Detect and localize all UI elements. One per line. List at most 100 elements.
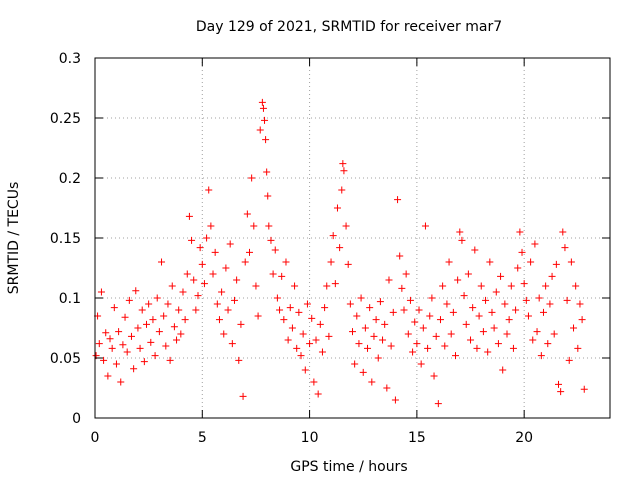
data-point xyxy=(557,388,565,396)
data-point xyxy=(482,296,490,304)
data-point xyxy=(132,287,140,295)
data-point xyxy=(100,356,108,364)
data-point xyxy=(166,356,174,364)
data-point xyxy=(276,306,284,314)
y-axis-label: SRMTID / TECUs xyxy=(6,182,22,295)
data-point xyxy=(426,312,434,320)
data-point xyxy=(490,324,498,332)
data-point xyxy=(383,384,391,392)
data-point xyxy=(177,330,185,338)
data-point xyxy=(301,366,309,374)
data-point xyxy=(475,312,483,320)
data-point xyxy=(359,368,367,376)
data-point xyxy=(505,316,513,324)
data-point xyxy=(271,246,279,254)
data-point xyxy=(488,308,496,316)
data-point xyxy=(147,338,155,346)
data-point xyxy=(484,348,492,356)
data-point xyxy=(273,294,281,302)
data-point xyxy=(486,258,494,266)
x-tick-label: 0 xyxy=(91,430,100,446)
data-point xyxy=(325,332,333,340)
data-point xyxy=(119,341,127,349)
data-point xyxy=(409,348,417,356)
data-point xyxy=(464,270,472,278)
data-point xyxy=(263,168,271,176)
data-point xyxy=(218,288,226,296)
data-point xyxy=(385,276,393,284)
data-point xyxy=(479,328,487,336)
data-point xyxy=(364,344,372,352)
data-point xyxy=(95,340,103,348)
data-point xyxy=(312,336,320,344)
data-point xyxy=(175,306,183,314)
data-point xyxy=(527,258,535,266)
data-point xyxy=(226,240,234,248)
data-point xyxy=(155,328,163,336)
data-point xyxy=(353,312,361,320)
data-point xyxy=(130,365,138,373)
data-point xyxy=(494,340,502,348)
data-point xyxy=(181,316,189,324)
data-point xyxy=(477,282,485,290)
data-point xyxy=(207,222,215,230)
chart-title: Day 129 of 2021, SRMTID for receiver mar… xyxy=(196,19,502,35)
data-point xyxy=(501,300,509,308)
data-point xyxy=(503,330,511,338)
data-point xyxy=(578,316,586,324)
data-point xyxy=(190,276,198,284)
data-point xyxy=(200,280,208,288)
data-point xyxy=(179,288,187,296)
data-point xyxy=(278,272,286,280)
data-points xyxy=(92,98,588,408)
data-point xyxy=(537,352,545,360)
data-point xyxy=(102,329,110,337)
data-point xyxy=(235,356,243,364)
data-point xyxy=(134,324,142,332)
y-tick-label: 0 xyxy=(72,411,81,427)
y-tick-labels: 0 0.05 0.1 0.15 0.2 0.25 0.3 xyxy=(50,51,81,427)
data-point xyxy=(404,330,412,338)
data-point xyxy=(203,234,211,242)
data-point xyxy=(516,228,524,236)
data-point xyxy=(164,300,172,308)
data-point xyxy=(145,300,153,308)
data-point xyxy=(125,296,133,304)
data-point xyxy=(286,304,294,312)
data-point xyxy=(185,212,193,220)
data-point xyxy=(256,126,264,134)
data-point xyxy=(104,372,112,380)
data-point xyxy=(110,304,118,312)
data-point xyxy=(533,328,541,336)
data-point xyxy=(196,244,204,252)
data-point xyxy=(342,222,350,230)
data-point xyxy=(469,304,477,312)
data-point xyxy=(561,244,569,252)
data-point xyxy=(368,378,376,386)
data-point xyxy=(211,248,219,256)
data-point xyxy=(205,186,213,194)
data-point xyxy=(492,288,500,296)
data-point xyxy=(387,342,395,350)
data-point xyxy=(570,324,578,332)
x-tick-labels: 0 5 10 15 20 xyxy=(91,430,534,446)
data-point xyxy=(344,260,352,268)
data-point xyxy=(158,258,166,266)
data-point xyxy=(192,306,200,314)
data-point xyxy=(115,328,123,336)
data-point xyxy=(138,306,146,314)
data-point xyxy=(173,336,181,344)
data-point xyxy=(499,366,507,374)
data-point xyxy=(361,324,369,332)
data-point xyxy=(567,258,575,266)
data-point xyxy=(366,304,374,312)
data-point xyxy=(323,282,331,290)
data-point xyxy=(524,312,532,320)
data-point xyxy=(432,332,440,340)
data-point xyxy=(421,222,429,230)
data-point xyxy=(143,320,150,328)
data-point xyxy=(542,282,550,290)
data-point xyxy=(460,292,468,300)
y-tick-label: 0.2 xyxy=(59,171,81,187)
